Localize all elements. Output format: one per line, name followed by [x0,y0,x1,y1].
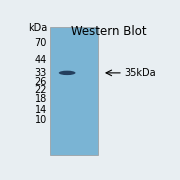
Ellipse shape [59,71,76,75]
Text: 35kDa: 35kDa [124,68,156,78]
Text: Western Blot: Western Blot [71,25,147,38]
Text: 70: 70 [35,38,47,48]
Text: 22: 22 [34,85,47,94]
Text: 14: 14 [35,105,47,115]
Text: 26: 26 [35,77,47,87]
Text: 10: 10 [35,115,47,125]
Text: 33: 33 [35,68,47,78]
Text: kDa: kDa [28,23,47,33]
Text: 44: 44 [35,55,47,65]
Text: 18: 18 [35,94,47,104]
Bar [50,27,98,155]
